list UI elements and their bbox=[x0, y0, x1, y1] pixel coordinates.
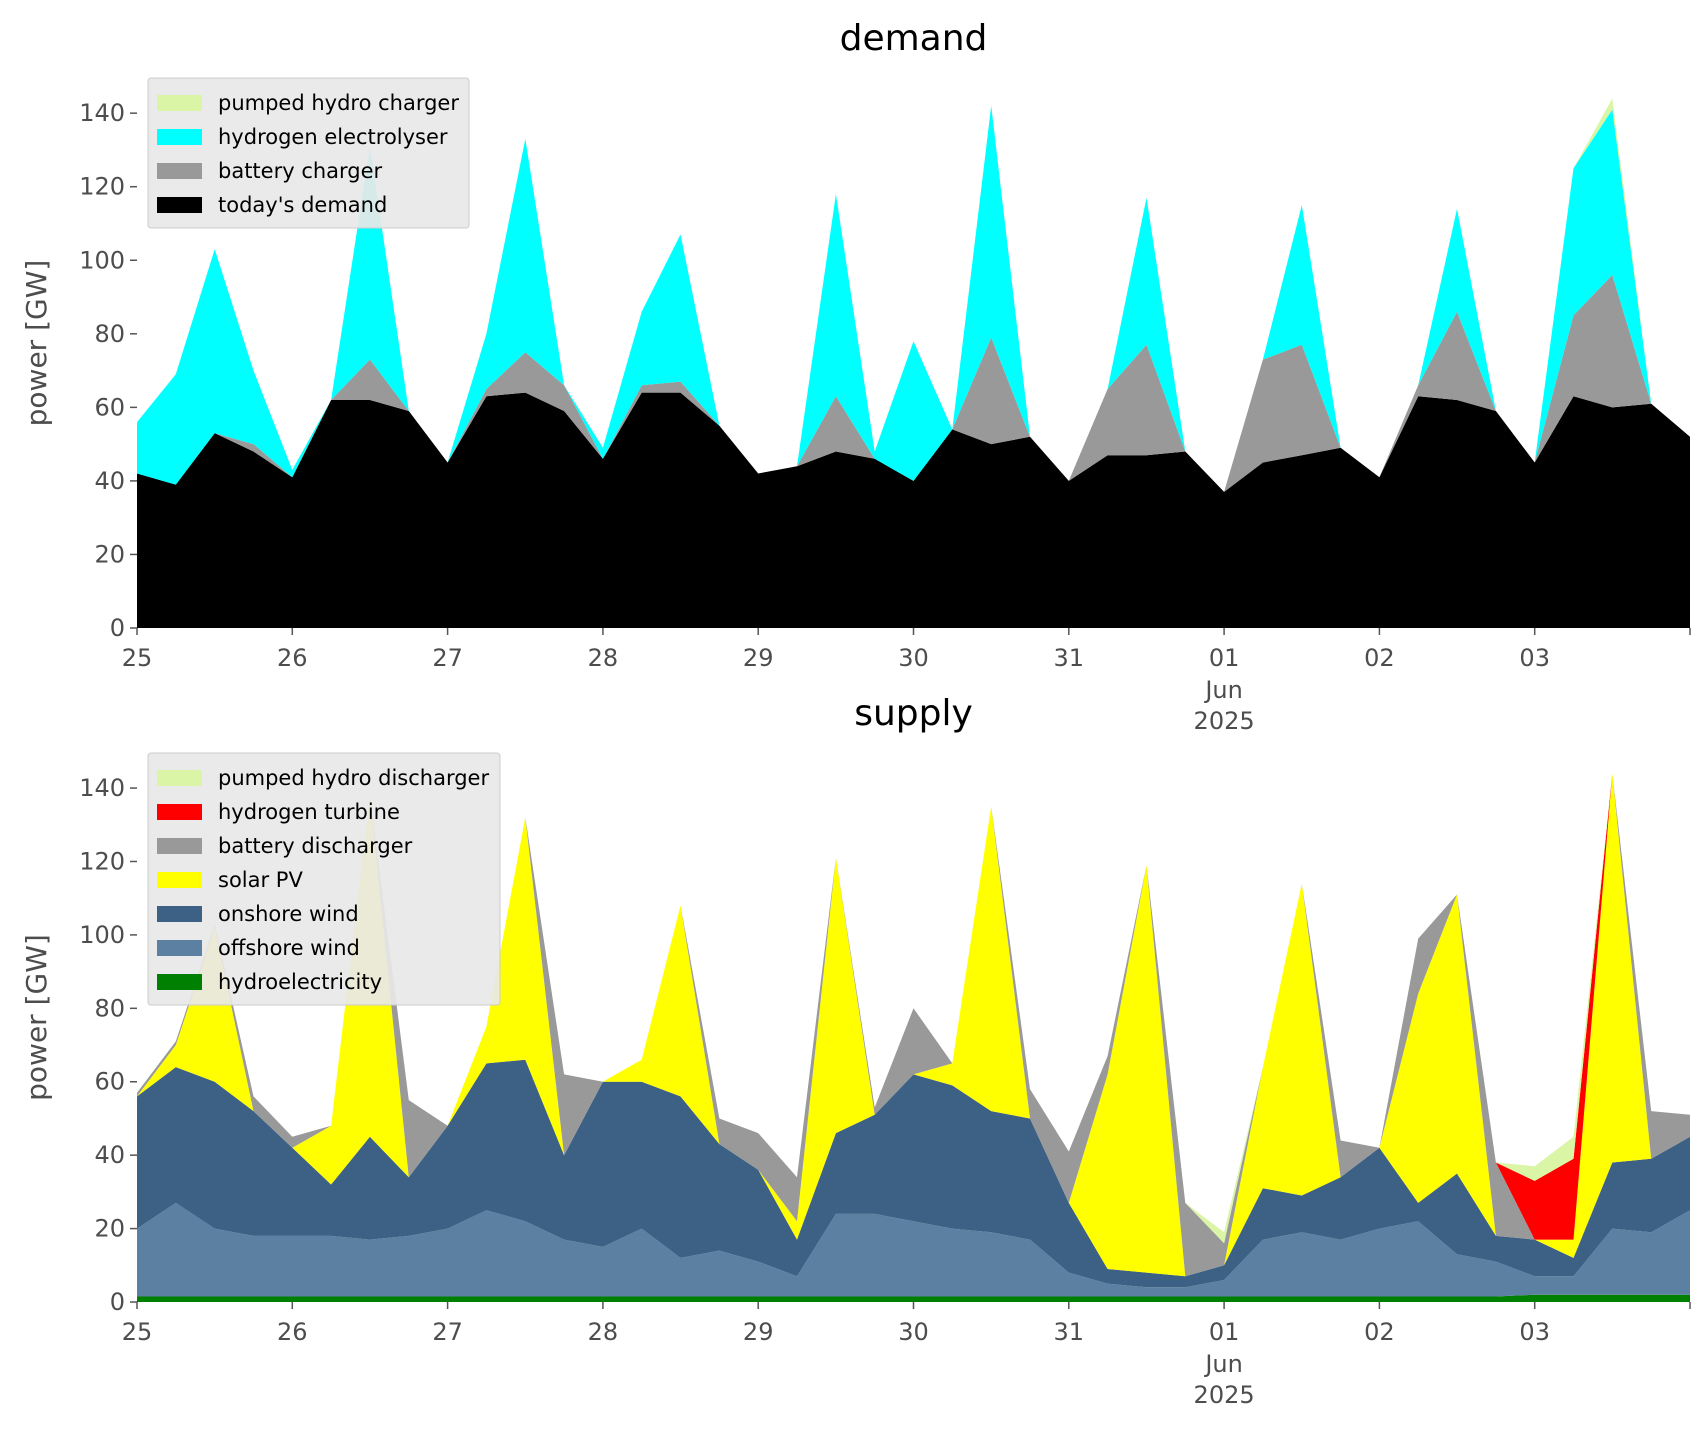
y-tick-label: 40 bbox=[94, 1141, 125, 1169]
legend-box bbox=[147, 752, 501, 1006]
y-tick-label: 40 bbox=[94, 467, 125, 495]
area-hydrogen-electrolyser bbox=[137, 105, 1690, 492]
y-tick-label: 120 bbox=[79, 173, 125, 201]
legend-swatch-pumped-hydro-discharger bbox=[157, 770, 202, 786]
x-tick-label: 26 bbox=[277, 644, 308, 672]
x-tick-label: 30 bbox=[898, 1318, 929, 1346]
x-tick-label: 25 bbox=[122, 644, 153, 672]
y-tick-label: 0 bbox=[110, 614, 125, 642]
y-tick-label: 60 bbox=[94, 393, 125, 421]
y-tick-label: 80 bbox=[94, 320, 125, 348]
legend-swatch-battery-discharger bbox=[157, 838, 202, 854]
y-tick-label: 0 bbox=[110, 1288, 125, 1316]
legend-swatch-onshore-wind bbox=[157, 906, 202, 922]
area-hydroelectricity bbox=[137, 1294, 1690, 1302]
x-tick-label: 02 bbox=[1364, 644, 1395, 672]
y-tick-label: 60 bbox=[94, 1068, 125, 1096]
chart-title: supply bbox=[854, 693, 973, 734]
chart-title: demand bbox=[840, 18, 988, 59]
y-tick-label: 20 bbox=[94, 1215, 125, 1243]
x-tick-year: 2025 bbox=[1194, 1381, 1255, 1409]
legend: pumped hydro discharger hydrogen turbine b… bbox=[147, 752, 501, 1006]
x-tick-label: 27 bbox=[432, 644, 463, 672]
x-tick-year: 2025 bbox=[1194, 707, 1255, 735]
x-tick-label: 31 bbox=[1054, 644, 1085, 672]
legend-label-onshore-wind: onshore wind bbox=[218, 902, 359, 926]
legend-label-battery-charger: battery charger bbox=[218, 159, 383, 183]
legend-label-pumped-hydro-discharger: pumped hydro discharger bbox=[218, 766, 489, 790]
legend-label-hydrogen-turbine: hydrogen turbine bbox=[218, 800, 400, 824]
x-tick-label: 29 bbox=[743, 1318, 774, 1346]
area-solar-pv bbox=[137, 773, 1690, 1277]
legend-label-offshore-wind: offshore wind bbox=[218, 936, 360, 960]
x-tick-label: 29 bbox=[743, 644, 774, 672]
y-tick-label: 120 bbox=[79, 847, 125, 875]
y-tick-label: 20 bbox=[94, 540, 125, 568]
y-tick-label: 100 bbox=[79, 921, 125, 949]
y-axis-label: power [GW] bbox=[20, 260, 53, 427]
legend-swatch-solar-pv bbox=[157, 872, 202, 888]
legend-box bbox=[147, 77, 470, 229]
legend-swatch-hydroelectricity bbox=[157, 974, 202, 990]
legend-label-todays-demand: today's demand bbox=[218, 193, 387, 217]
y-tick-label: 80 bbox=[94, 994, 125, 1022]
y-tick-label: 100 bbox=[79, 246, 125, 274]
legend-label-hydrogen-electrolyser: hydrogen electrolyser bbox=[218, 125, 448, 149]
x-tick-label: 01 bbox=[1209, 644, 1240, 672]
legend: pumped hydro charger hydrogen electrolyse… bbox=[147, 77, 470, 229]
x-tick-label: 25 bbox=[122, 1318, 153, 1346]
area-battery-discharger bbox=[137, 773, 1690, 1277]
area-onshore-wind bbox=[137, 1059, 1690, 1288]
legend-label-solar-pv: solar PV bbox=[218, 868, 303, 892]
x-tick-label: 03 bbox=[1519, 1318, 1550, 1346]
x-tick-label: 03 bbox=[1519, 644, 1550, 672]
y-tick-label: 140 bbox=[79, 99, 125, 127]
area-hydrogen-turbine bbox=[137, 773, 1690, 1244]
legend-label-pumped-hydro-charger: pumped hydro charger bbox=[218, 91, 459, 115]
x-tick-label: 27 bbox=[432, 1318, 463, 1346]
legend-label-hydroelectricity: hydroelectricity bbox=[218, 970, 382, 994]
legend-swatch-pumped-hydro-charger bbox=[157, 95, 202, 111]
legend-label-battery-discharger: battery discharger bbox=[218, 834, 413, 858]
area-battery-charger bbox=[137, 275, 1690, 492]
legend-swatch-hydrogen-turbine bbox=[157, 804, 202, 820]
legend-swatch-hydrogen-electrolyser bbox=[157, 129, 202, 145]
area-todays-demand bbox=[137, 392, 1690, 628]
y-tick-label: 140 bbox=[79, 774, 125, 802]
x-tick-month: Jun bbox=[1203, 1350, 1243, 1378]
y-axis-label: power [GW] bbox=[20, 934, 53, 1101]
x-tick-label: 26 bbox=[277, 1318, 308, 1346]
legend-swatch-todays-demand bbox=[157, 197, 202, 213]
x-tick-label: 28 bbox=[588, 1318, 619, 1346]
x-tick-label: 02 bbox=[1364, 1318, 1395, 1346]
area-offshore-wind bbox=[137, 1202, 1690, 1297]
x-tick-label: 28 bbox=[588, 644, 619, 672]
x-tick-label: 01 bbox=[1209, 1318, 1240, 1346]
legend-swatch-battery-charger bbox=[157, 163, 202, 179]
x-tick-month: Jun bbox=[1203, 676, 1243, 704]
legend-swatch-offshore-wind bbox=[157, 940, 202, 956]
x-tick-label: 30 bbox=[898, 644, 929, 672]
x-tick-label: 31 bbox=[1054, 1318, 1085, 1346]
